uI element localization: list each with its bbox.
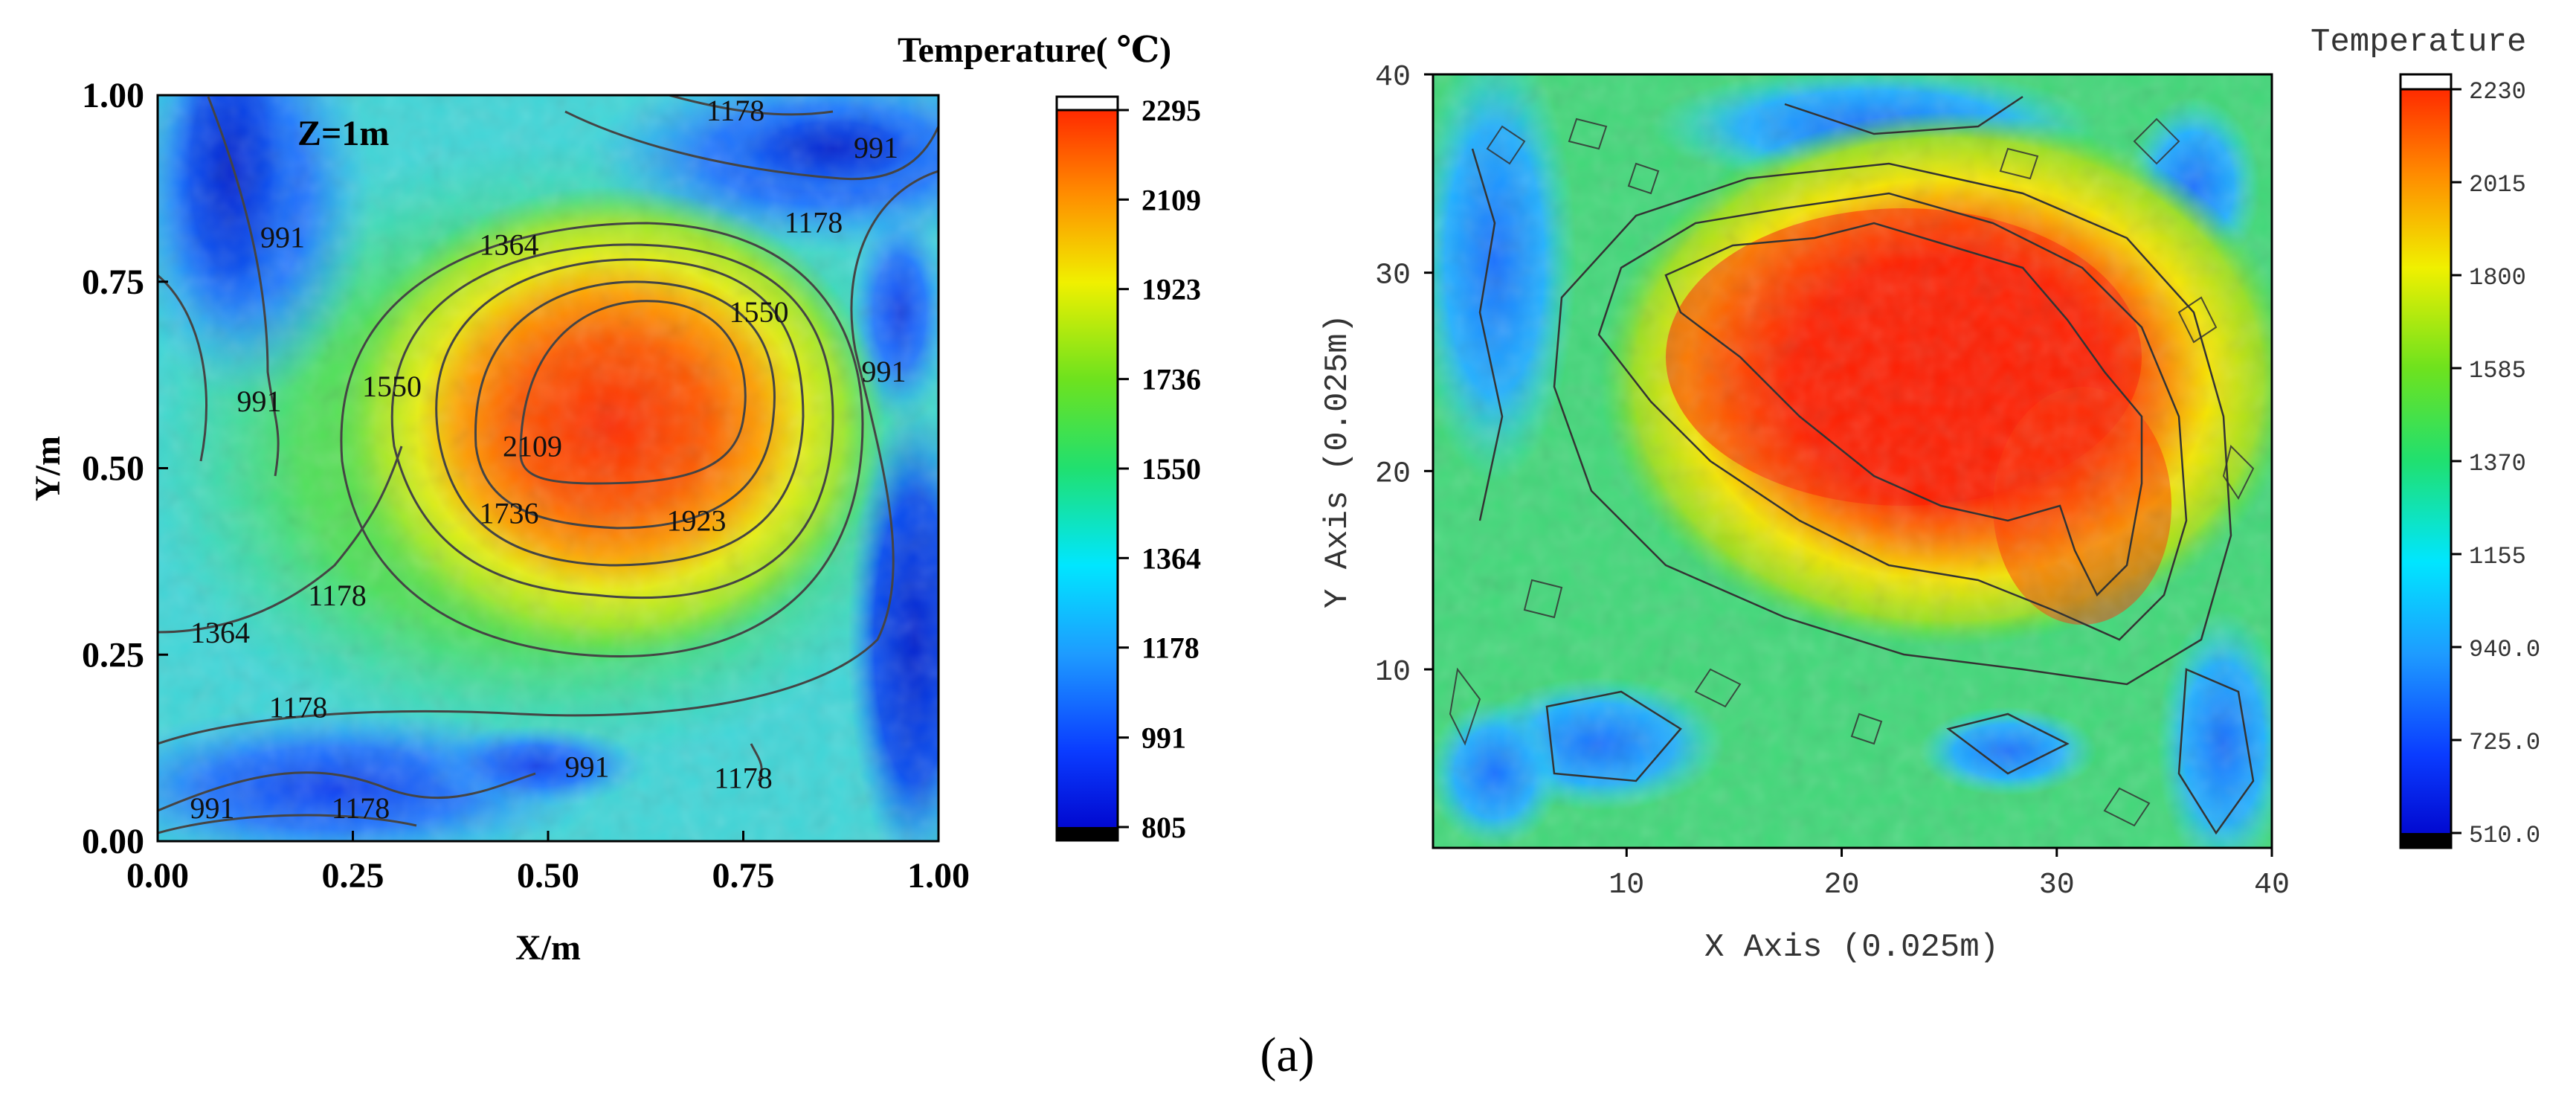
right-y-tick-label: 40 xyxy=(1375,61,1411,94)
left-colorbar-top-cap xyxy=(1055,95,1119,112)
right-colorbar-ticks: 510.0 725.0 940.0 1155 1370 1585 1800 2015 2230 xyxy=(2451,78,2540,849)
right-colorbar-bottom-cap xyxy=(2400,833,2451,848)
left-colorbar-tick-label: 2295 xyxy=(1142,94,1201,127)
left-x-tick-label: 0.50 xyxy=(517,856,579,895)
right-colorbar-tick-label: 2015 xyxy=(2469,171,2526,199)
left-contour-label: 991 xyxy=(862,355,907,388)
right-y-tick-label: 20 xyxy=(1375,457,1411,491)
left-colorbar xyxy=(1055,95,1119,842)
left-colorbar-bottom-cap xyxy=(1057,827,1118,840)
right-colorbar-title: Temperature xyxy=(2311,24,2526,61)
left-x-tick-label: 0.00 xyxy=(126,856,189,895)
chart-left: 1178 991 991 1364 1178 1550 991 1550 991 2109 1736… xyxy=(28,30,1201,968)
left-colorbar-tick-label: 1178 xyxy=(1142,631,1200,665)
right-colorbar-tick-label: 510.0 xyxy=(2469,822,2540,849)
left-contour-label: 1550 xyxy=(362,370,422,403)
right-plot-frame xyxy=(1432,73,2273,849)
right-x-ticks: 10 20 30 40 xyxy=(1609,848,2290,902)
left-contour-label: 1550 xyxy=(730,295,789,329)
right-colorbar-tick-label: 1585 xyxy=(2469,357,2526,385)
right-x-tick-label: 30 xyxy=(2039,869,2075,902)
right-colorbar-tick-label: 1155 xyxy=(2469,543,2526,570)
left-colorbar-tick-label: 2109 xyxy=(1142,183,1201,216)
left-colorbar-tick-label: 1550 xyxy=(1142,452,1201,486)
left-colorbar-title: Temperature( ℃) xyxy=(898,30,1171,70)
left-contour-label: 991 xyxy=(260,221,305,254)
right-colorbar-tick-label: 940.0 xyxy=(2469,636,2540,663)
left-contour-label: 991 xyxy=(565,750,610,784)
left-y-tick-label: 0.00 xyxy=(82,822,144,861)
left-contour-label: 1364 xyxy=(190,616,250,649)
right-x-axis-label: X Axis (0.025m) xyxy=(1704,929,1999,966)
left-contour-label: 1923 xyxy=(667,504,727,538)
left-contour-label: 1178 xyxy=(785,206,843,239)
right-colorbar-tick-label: 1370 xyxy=(2469,450,2526,477)
right-colorbar-tick-label: 725.0 xyxy=(2469,729,2540,756)
left-contour-label: 1178 xyxy=(706,94,765,127)
right-x-tick-label: 20 xyxy=(1824,869,1860,902)
left-contour-label: 1736 xyxy=(480,497,539,530)
left-x-tick-label: 0.25 xyxy=(322,856,384,895)
left-contour-label: 1364 xyxy=(480,228,539,262)
left-colorbar-tick-label: 991 xyxy=(1142,721,1186,755)
left-colorbar-ticks: 805 991 1178 1364 1550 1736 1923 2109 2295 xyxy=(1118,94,1201,844)
left-y-axis-label: Y/m xyxy=(28,436,68,501)
left-contour-label: 1178 xyxy=(332,791,390,825)
left-x-tick-label: 1.00 xyxy=(907,856,970,895)
left-x-axis-label: X/m xyxy=(515,928,581,968)
left-contour-label: 991 xyxy=(237,385,282,418)
left-y-tick-label: 0.50 xyxy=(82,449,144,489)
left-colorbar-tick-label: 1923 xyxy=(1142,273,1201,306)
left-colorbar-tick-label: 805 xyxy=(1142,811,1186,844)
right-colorbar-tick-label: 2230 xyxy=(2469,78,2526,106)
right-y-ticks: 10 20 30 40 xyxy=(1375,61,1433,689)
left-annotation: Z=1m xyxy=(297,114,389,153)
left-contour-label: 1178 xyxy=(308,579,367,612)
left-y-tick-label: 1.00 xyxy=(82,76,144,115)
left-contour-label: 1178 xyxy=(714,762,773,795)
left-contour-label: 991 xyxy=(854,131,898,164)
left-contour-label: 1178 xyxy=(269,690,328,724)
figure-caption: (a) xyxy=(1260,1028,1314,1082)
right-colorbar xyxy=(2399,73,2453,849)
left-contour-labels: 1178 991 991 1364 1178 1550 991 1550 991 2109 1736… xyxy=(190,94,907,825)
left-x-ticks: 0.00 0.25 0.50 0.75 1.00 xyxy=(126,831,970,895)
right-x-tick-label: 40 xyxy=(2254,869,2290,902)
left-y-tick-label: 0.25 xyxy=(82,635,144,675)
left-y-tick-label: 0.75 xyxy=(82,263,144,302)
left-contour-label: 991 xyxy=(190,791,235,825)
chart-right: 10 20 30 40 10 20 30 40 X Axis (0.025m) Y Axis… xyxy=(1319,24,2540,966)
right-y-tick-label: 30 xyxy=(1375,260,1411,293)
left-y-ticks: 0.00 0.25 0.50 0.75 1.00 xyxy=(82,76,168,861)
right-heatmap-field xyxy=(1433,74,2272,848)
right-colorbar-top-cap xyxy=(2399,73,2453,91)
left-colorbar-tick-label: 1736 xyxy=(1142,363,1201,396)
left-contour-lines xyxy=(158,95,938,834)
left-heatmap-field xyxy=(158,95,938,841)
right-y-axis-label: Y Axis (0.025m) xyxy=(1319,314,1356,608)
right-x-tick-label: 10 xyxy=(1609,869,1644,902)
right-contour-lines xyxy=(1471,95,2255,835)
left-contour-label: 2109 xyxy=(503,429,562,463)
right-y-tick-label: 10 xyxy=(1375,656,1411,689)
left-x-tick-label: 0.75 xyxy=(712,856,775,895)
right-colorbar-tick-label: 1800 xyxy=(2469,264,2526,292)
left-colorbar-tick-label: 1364 xyxy=(1142,541,1201,575)
right-small-contours xyxy=(1449,118,2255,827)
